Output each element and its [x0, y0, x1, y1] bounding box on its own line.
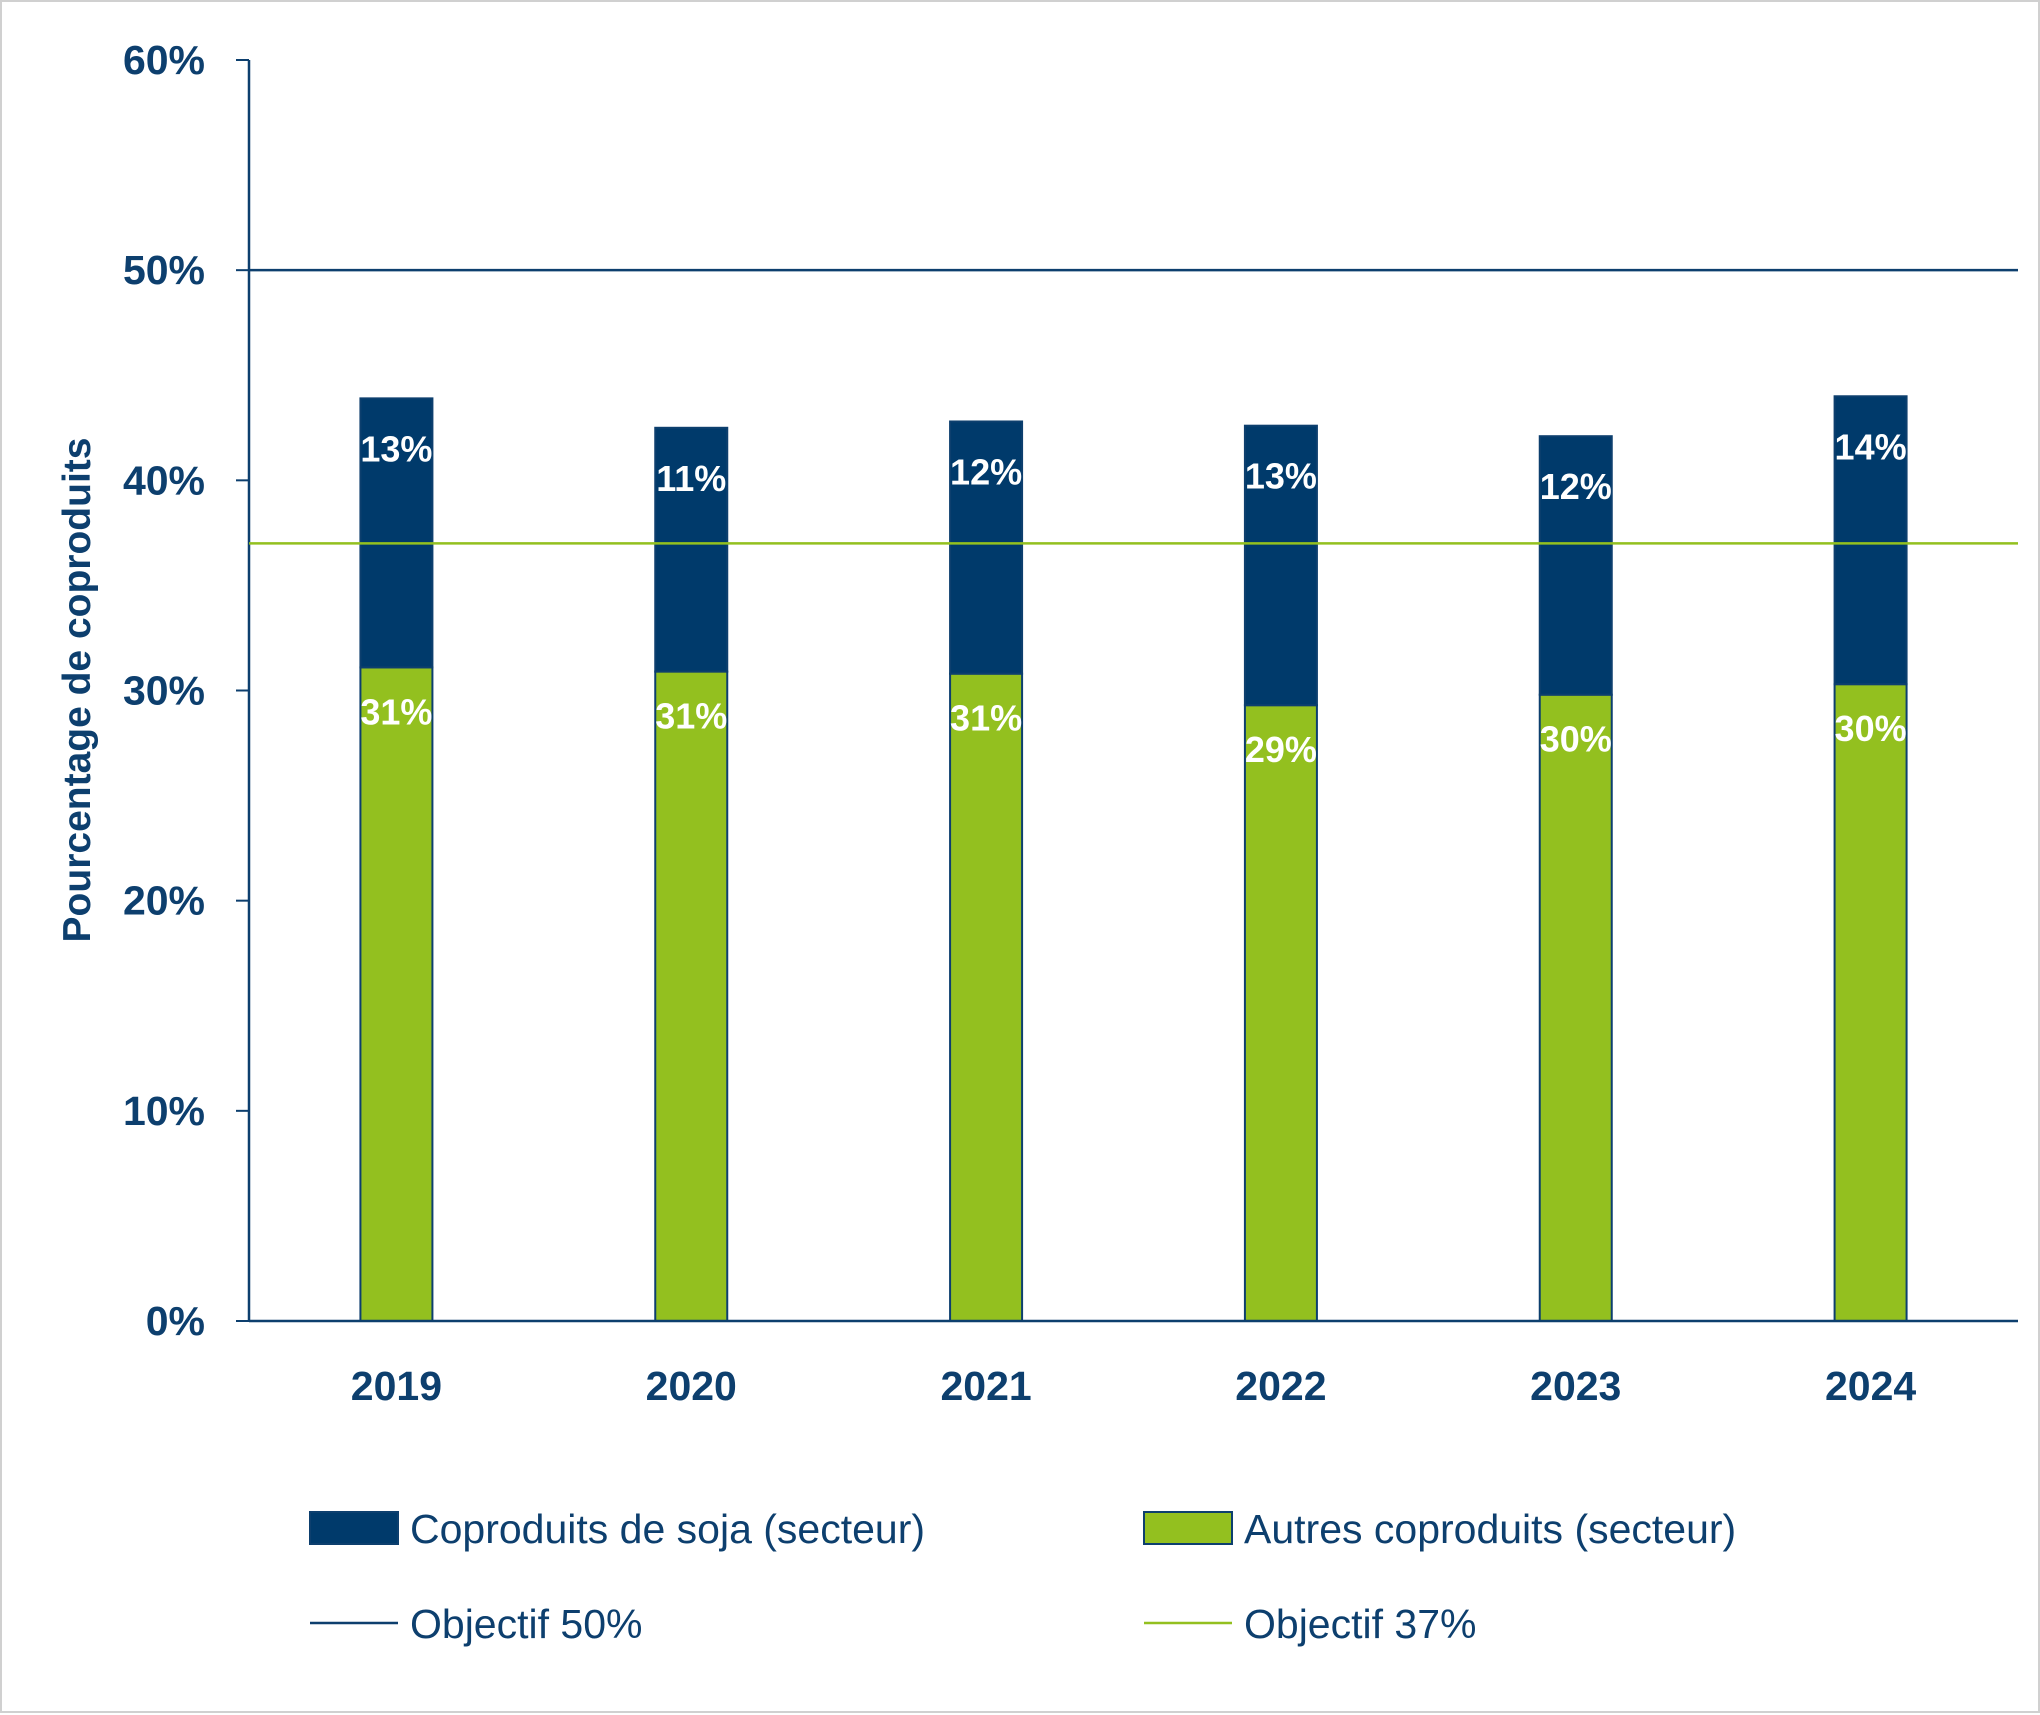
axes — [236, 59, 2018, 1323]
y-tick-labels: 0% 10% 20% 30% 40% 50% 60% — [123, 37, 205, 1344]
bar-coproduits-soja — [654, 426, 729, 673]
x-tick-label: 2019 — [351, 1363, 442, 1409]
bar-coproduits-soja — [949, 420, 1024, 675]
bar-coproduits-soja — [1538, 435, 1613, 696]
data-label-autres: 30% — [1540, 719, 1612, 760]
data-label-autres: 29% — [1245, 729, 1317, 770]
legend-swatch — [1143, 1511, 1233, 1545]
x-tick-label: 2020 — [646, 1363, 737, 1409]
data-label-soja: 12% — [950, 451, 1022, 492]
data-label-autres: 31% — [950, 698, 1022, 739]
bar-autres-coproduits — [949, 672, 1024, 1322]
bar-autres-coproduits — [1833, 683, 1908, 1322]
y-tick-label: 20% — [123, 878, 205, 924]
bar-coproduits-soja — [1833, 395, 1908, 686]
x-tick-label: 2022 — [1235, 1363, 1326, 1409]
data-label-autres: 31% — [655, 696, 727, 737]
legend: Coproduits de soja (secteur) Autres copro… — [309, 1506, 1736, 1647]
legend-label: Objectif 37% — [1244, 1601, 1476, 1647]
data-label-soja: 12% — [1540, 466, 1612, 507]
y-tick-label: 60% — [123, 37, 205, 83]
y-axis-title: Pourcentage de coproduits — [56, 438, 99, 943]
x-tick-labels: 2019 2020 2021 2022 2023 2024 — [351, 1363, 1917, 1409]
data-label-autres: 30% — [1835, 708, 1907, 749]
data-label-soja: 13% — [1245, 456, 1317, 497]
bar-autres-coproduits — [359, 666, 434, 1322]
y-tick-label: 30% — [123, 668, 205, 714]
y-tick-label: 10% — [123, 1088, 205, 1134]
bar-autres-coproduits — [654, 670, 729, 1322]
x-tick-label: 2021 — [940, 1363, 1031, 1409]
bar-coproduits-soja — [1243, 424, 1318, 707]
bar-autres-coproduits — [1243, 704, 1318, 1322]
legend-label: Autres coproduits (secteur) — [1244, 1506, 1736, 1552]
legend-swatch — [309, 1511, 399, 1545]
y-tick-label: 50% — [123, 247, 205, 293]
data-label-soja: 13% — [360, 428, 432, 469]
x-tick-label: 2024 — [1825, 1363, 1916, 1409]
y-tick-label: 0% — [146, 1298, 205, 1344]
data-labels: 31% 13% 31% 11% 31% 12% 29% 13% 30% 12% 30% 14% — [249, 268, 2018, 770]
y-tick-label: 40% — [123, 457, 205, 503]
bars — [359, 395, 1908, 1322]
legend-label: Coproduits de soja (secteur) — [410, 1506, 925, 1552]
x-tick-label: 2023 — [1530, 1363, 1621, 1409]
data-label-soja: 11% — [656, 458, 726, 499]
bar-coproduits-soja — [359, 397, 434, 669]
data-label-soja: 14% — [1835, 426, 1907, 467]
bar-autres-coproduits — [1538, 693, 1613, 1322]
data-label-autres: 31% — [360, 691, 432, 732]
legend-label: Objectif 50% — [410, 1601, 642, 1647]
